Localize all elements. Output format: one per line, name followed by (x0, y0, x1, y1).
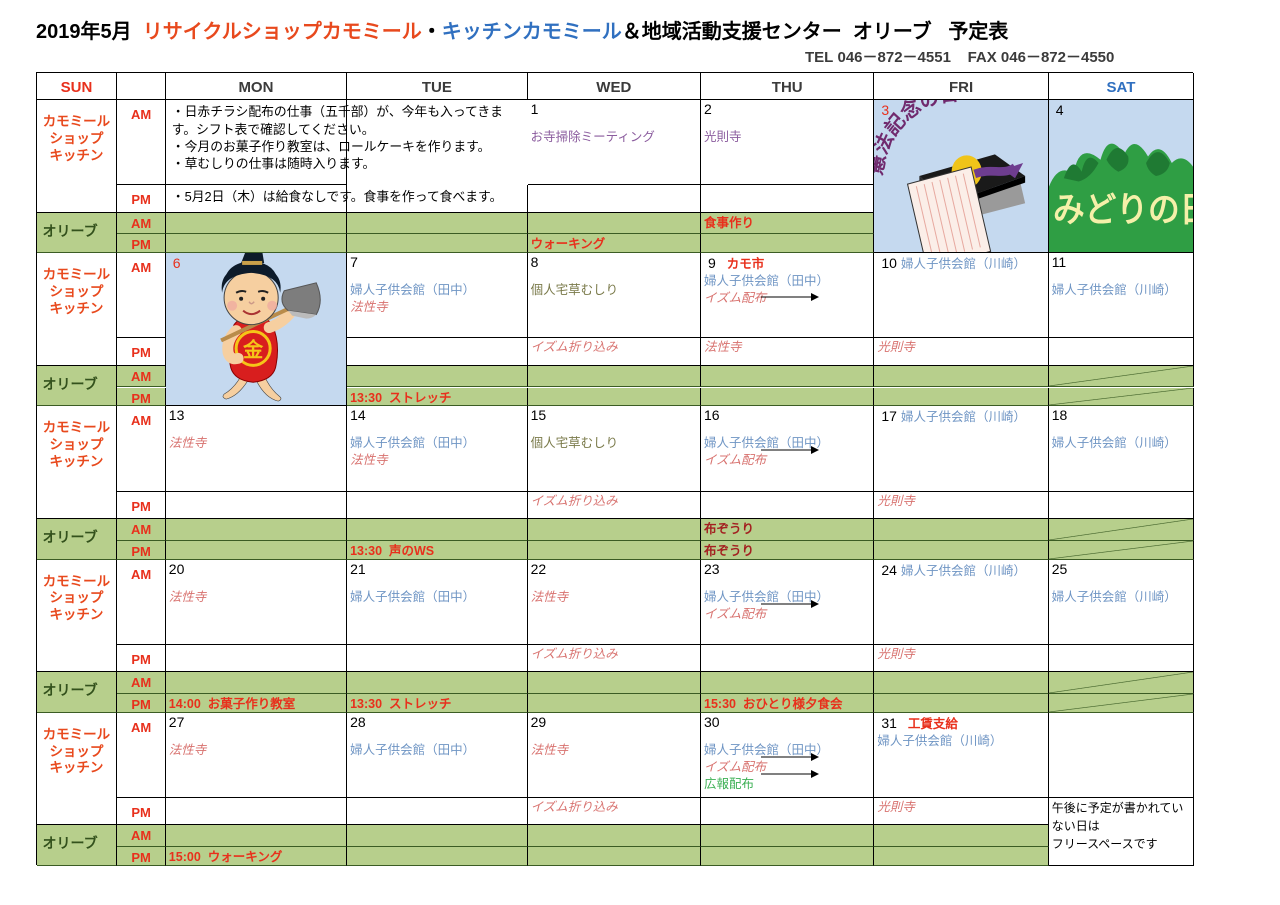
svg-text:金: 金 (242, 338, 264, 362)
svg-text:みどりの日: みどりの日 (1053, 192, 1194, 231)
